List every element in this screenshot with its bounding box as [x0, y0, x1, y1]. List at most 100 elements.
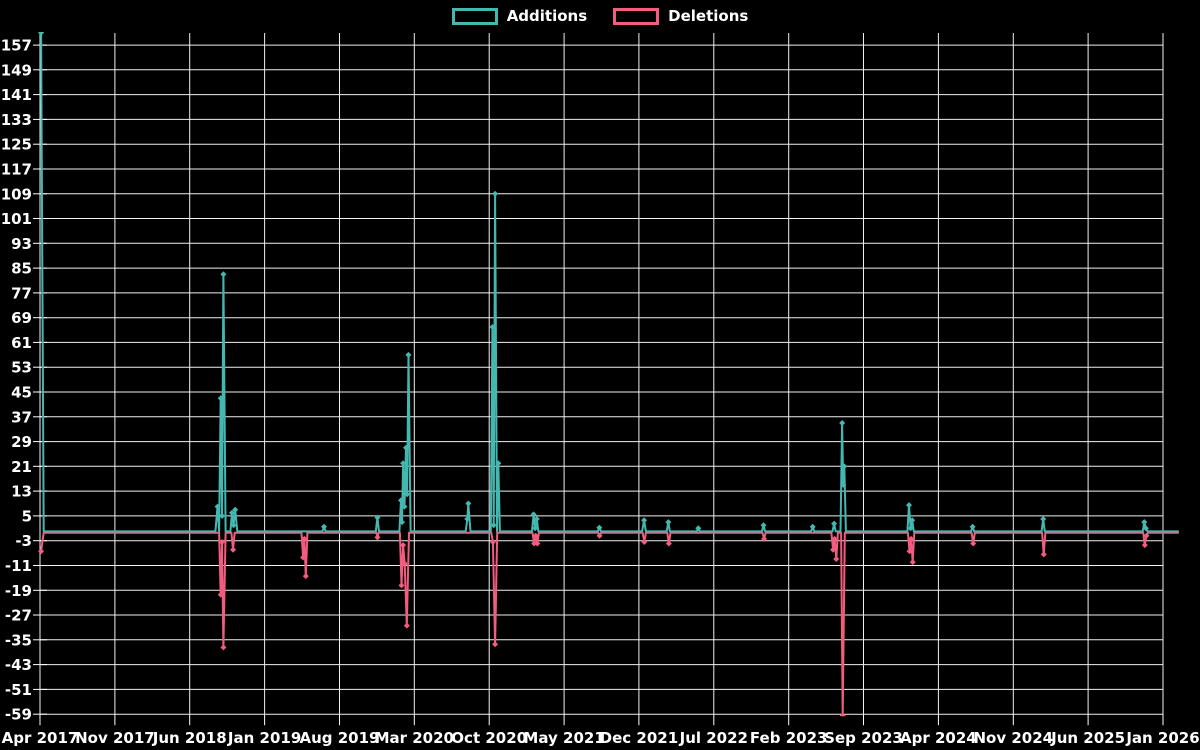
- point-marker: [495, 460, 502, 467]
- point-marker: [1141, 542, 1148, 549]
- point-marker: [302, 573, 309, 580]
- y-tick-label: 101: [1, 210, 32, 228]
- x-tick-label: Oct 2020: [451, 729, 527, 747]
- point-marker: [531, 540, 538, 547]
- x-tick-label: Apr 2024: [900, 729, 977, 747]
- y-tick-label: 117: [1, 161, 32, 179]
- y-tick-label: 157: [1, 37, 32, 55]
- chart-legend: Additions Deletions: [0, 7, 1200, 25]
- point-marker: [217, 591, 224, 598]
- point-marker: [405, 351, 412, 358]
- point-marker: [492, 641, 499, 648]
- point-marker: [402, 444, 409, 451]
- y-tick-label: 53: [11, 359, 32, 377]
- point-marker: [220, 271, 227, 278]
- y-tick-label: -43: [5, 656, 32, 674]
- x-tick-label: Nov 2024: [973, 729, 1053, 747]
- point-marker: [909, 517, 916, 524]
- point-marker: [906, 548, 913, 555]
- point-marker: [596, 524, 603, 531]
- y-tick-label: -59: [5, 706, 32, 724]
- x-tick-label: Jun 2018: [152, 729, 227, 747]
- additions-swatch-icon: [451, 7, 498, 25]
- y-tick-label: 61: [11, 334, 32, 352]
- x-tick-label: Jun 2025: [1050, 729, 1125, 747]
- additions-legend-label: Additions: [506, 7, 588, 25]
- point-marker: [220, 644, 227, 651]
- y-tick-label: 109: [1, 185, 32, 203]
- y-tick-label: 5: [22, 507, 32, 525]
- y-tick-label: 85: [11, 260, 32, 278]
- axis-ticks: [33, 44, 1164, 726]
- series-layer: [38, 32, 1179, 717]
- point-marker: [907, 525, 914, 532]
- x-tick-label: Dec 2021: [600, 729, 679, 747]
- point-marker: [219, 538, 226, 545]
- point-marker: [230, 522, 237, 529]
- legend-item-additions[interactable]: Additions: [451, 7, 588, 25]
- point-marker: [401, 503, 408, 510]
- point-marker: [464, 516, 471, 523]
- point-marker: [490, 522, 497, 529]
- point-marker: [400, 460, 407, 467]
- point-marker: [219, 512, 226, 519]
- legend-item-deletions[interactable]: Deletions: [613, 7, 748, 25]
- point-marker: [374, 514, 381, 521]
- point-marker: [465, 500, 472, 507]
- point-marker: [1040, 551, 1047, 558]
- point-marker: [665, 540, 672, 547]
- point-marker: [320, 523, 327, 530]
- point-marker: [833, 556, 840, 563]
- point-marker: [841, 463, 848, 470]
- point-marker: [839, 712, 846, 717]
- y-tick-label: 77: [11, 284, 32, 302]
- y-tick-label: 21: [11, 458, 32, 476]
- point-marker: [492, 190, 499, 197]
- y-tick-label: 29: [11, 433, 32, 451]
- point-marker: [403, 622, 410, 629]
- point-marker: [1141, 519, 1148, 526]
- y-tick-label: 93: [11, 235, 32, 253]
- x-tick-label: May 2021: [523, 729, 604, 747]
- point-marker: [905, 502, 912, 509]
- series-line-deletions: [40, 531, 1179, 717]
- point-marker: [695, 525, 702, 532]
- point-marker: [38, 32, 45, 36]
- point-marker: [908, 535, 915, 542]
- point-marker: [530, 511, 537, 518]
- x-tick-label: Apr 2017: [2, 729, 79, 747]
- point-marker: [839, 419, 846, 426]
- point-marker: [532, 532, 539, 539]
- y-tick-label: 141: [1, 86, 32, 104]
- point-marker: [760, 522, 767, 529]
- point-marker: [533, 516, 540, 523]
- point-marker: [831, 535, 838, 542]
- series-line-additions: [40, 32, 1179, 533]
- y-tick-label: 45: [11, 384, 32, 402]
- point-marker: [301, 535, 308, 542]
- point-marker: [489, 538, 496, 545]
- point-marker: [374, 534, 381, 541]
- point-marker: [1143, 532, 1150, 539]
- point-marker: [534, 540, 541, 547]
- point-marker: [1142, 525, 1149, 532]
- y-tick-label: 13: [11, 483, 32, 501]
- point-marker: [830, 546, 837, 553]
- axis-labels: 157 149 141 133 125 117 109 101 93 85 77 69 61 53 45 37…: [1, 37, 1200, 747]
- point-marker: [665, 519, 672, 526]
- point-marker: [214, 503, 221, 510]
- y-tick-label: -27: [5, 607, 32, 625]
- y-tick-label: -35: [5, 631, 32, 649]
- grid: [39, 33, 1164, 715]
- x-tick-label: Feb 2023: [750, 729, 828, 747]
- point-marker: [230, 546, 237, 553]
- point-marker: [831, 520, 838, 527]
- point-marker: [909, 559, 916, 566]
- x-tick-label: Nov 2017: [75, 729, 155, 747]
- y-tick-label: 133: [1, 111, 32, 129]
- y-tick-label: -19: [5, 582, 32, 600]
- point-marker: [404, 491, 411, 498]
- point-marker: [970, 540, 977, 547]
- point-marker: [840, 481, 847, 488]
- deletions-legend-label: Deletions: [668, 7, 749, 25]
